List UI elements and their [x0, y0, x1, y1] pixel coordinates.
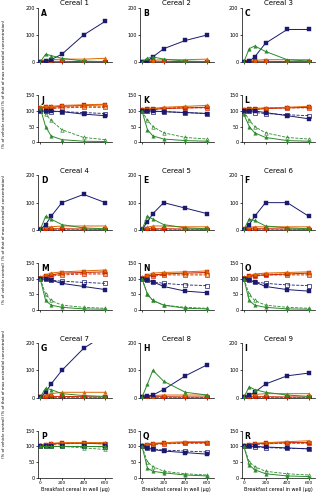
Text: C: C: [245, 8, 250, 18]
X-axis label: Breakfast cereal in well (μg): Breakfast cereal in well (μg): [142, 487, 211, 492]
Text: O: O: [245, 264, 251, 273]
Text: I: I: [245, 344, 248, 353]
Text: P: P: [41, 432, 47, 440]
Title: Cereal 4: Cereal 4: [61, 168, 89, 174]
Text: H: H: [143, 344, 149, 353]
Text: B: B: [143, 8, 149, 18]
Text: N: N: [143, 264, 149, 273]
Title: Cereal 2: Cereal 2: [162, 0, 191, 6]
Text: D: D: [41, 176, 47, 186]
Text: E: E: [143, 176, 148, 186]
Text: A: A: [41, 8, 47, 18]
Text: Cell Viability
(% of vehicle control): Cell Viability (% of vehicle control): [0, 262, 6, 304]
X-axis label: Breakfast cereal in well (μg): Breakfast cereal in well (μg): [41, 487, 109, 492]
Text: Cell Viability
(% of vehicle control): Cell Viability (% of vehicle control): [0, 416, 6, 459]
Title: Cereal 6: Cereal 6: [264, 168, 293, 174]
Text: R: R: [245, 432, 250, 440]
Title: Cereal 5: Cereal 5: [162, 168, 191, 174]
Text: Relative induction
(% of that of max oestradiol concentration): Relative induction (% of that of max oes…: [0, 20, 6, 105]
Text: F: F: [245, 176, 250, 186]
Title: Cereal 7: Cereal 7: [61, 336, 89, 342]
Title: Cereal 8: Cereal 8: [162, 336, 191, 342]
Text: G: G: [41, 344, 47, 353]
Text: M: M: [41, 264, 49, 273]
Text: Relative induction
(% of that of max oestradiol concentration): Relative induction (% of that of max oes…: [0, 175, 6, 260]
Title: Cereal 3: Cereal 3: [264, 0, 293, 6]
Text: L: L: [245, 96, 249, 106]
Text: Q: Q: [143, 432, 149, 440]
Text: K: K: [143, 96, 149, 106]
Title: Cereal 9: Cereal 9: [264, 336, 293, 342]
Text: J: J: [41, 96, 44, 106]
Text: Relative induction
(% of that of max oestradiol concentration): Relative induction (% of that of max oes…: [0, 330, 6, 415]
X-axis label: Breakfast cereal in well (μg): Breakfast cereal in well (μg): [244, 487, 313, 492]
Title: Cereal 1: Cereal 1: [61, 0, 89, 6]
Text: Cell Viability
(% of vehicle control): Cell Viability (% of vehicle control): [0, 106, 6, 148]
